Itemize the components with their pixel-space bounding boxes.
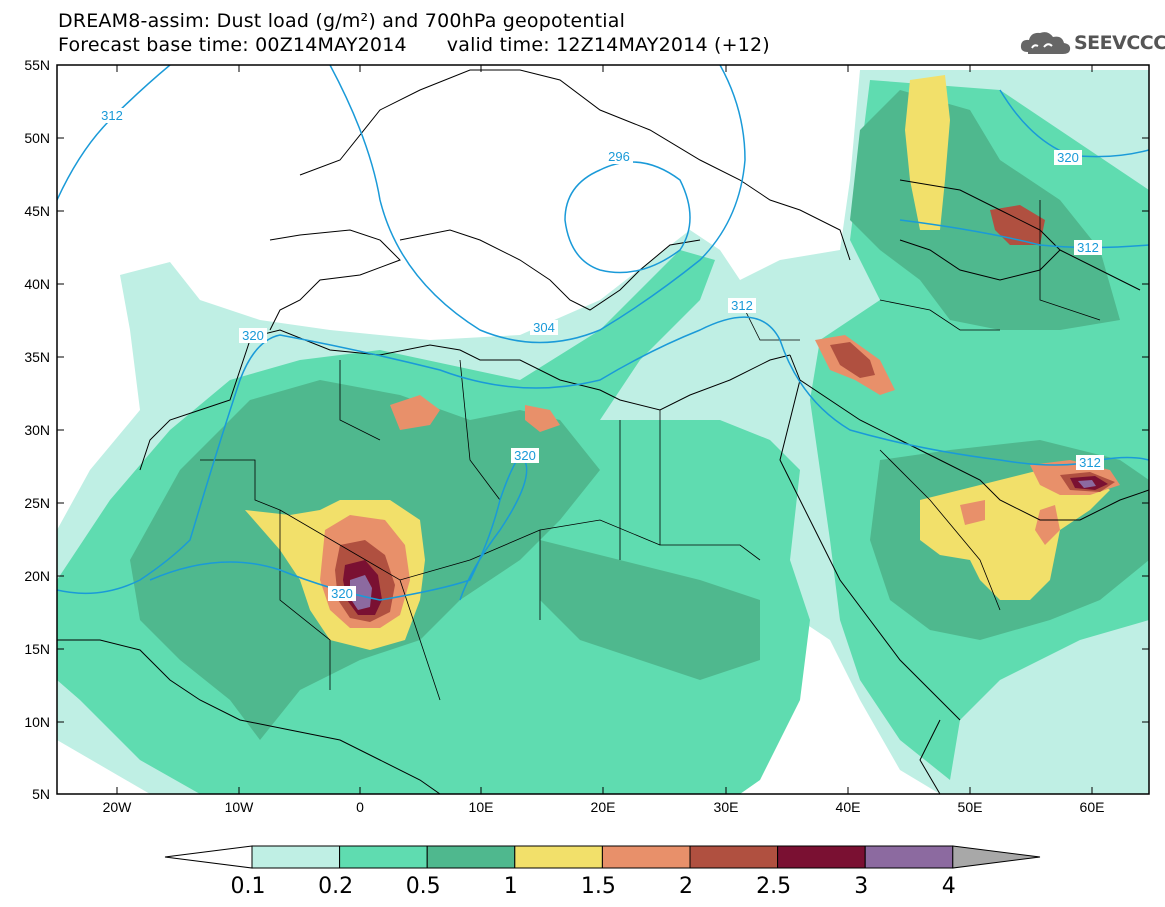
contour-label: 312 <box>1079 455 1101 470</box>
contour-label: 320 <box>331 586 353 601</box>
longitude-labels: 20W 10W 0 10E 20E 30E 40E 50E 60E <box>103 799 1105 815</box>
lat-label: 50N <box>24 130 50 146</box>
contour-label: 312 <box>731 298 753 313</box>
country-borders <box>200 200 1101 701</box>
colorbar-boxes <box>164 845 1041 869</box>
contour-label-bg <box>728 298 756 313</box>
lon-label: 50E <box>958 799 983 815</box>
colorbar-label: 2.5 <box>756 874 791 899</box>
dust-level-yellow-north <box>905 75 950 230</box>
colorbar-box <box>426 845 516 869</box>
seevccc-logo: SEEVCCC <box>1018 26 1165 60</box>
base-time-label: Forecast base time: 00Z14MAY2014 <box>58 34 407 56</box>
contour-label: 312 <box>1077 240 1099 255</box>
colorbar-box <box>601 845 691 869</box>
colorbar-box <box>777 845 866 869</box>
contour-label-bg <box>1054 150 1082 165</box>
colorbar-label: 1 <box>504 874 518 899</box>
colorbar-box <box>864 845 954 869</box>
colorbar-labels: 0.1 0.2 0.5 1 1.5 2 2.5 3 4 <box>231 874 956 899</box>
valid-time-label: valid time: 12Z14MAY2014 (+12) <box>446 34 770 56</box>
dust-level-orange-east <box>390 335 1120 545</box>
contour-label: 304 <box>533 320 555 335</box>
lat-label: 45N <box>24 203 50 219</box>
lat-label: 40N <box>24 276 50 292</box>
lon-label: 20E <box>591 799 616 815</box>
contour-label: 312 <box>101 108 123 123</box>
geopotential-contours <box>57 65 1149 601</box>
lat-label: 30N <box>24 422 50 438</box>
lon-label: 10E <box>469 799 494 815</box>
colorbar-box <box>689 845 779 869</box>
lat-label: 25N <box>24 495 50 511</box>
dust-level-yellow-east <box>920 470 1110 600</box>
contour-label: 320 <box>242 328 264 343</box>
dust-field <box>57 65 1149 794</box>
colorbar-label: 1.5 <box>581 874 616 899</box>
colorbar-over-arrow <box>952 845 1041 869</box>
lon-label: 10W <box>225 799 255 815</box>
latitude-labels: 55N 50N 45N 40N 35N 30N 25N 20N 15N 10N 5N <box>24 57 50 802</box>
lon-label: 0 <box>356 799 364 815</box>
lon-label: 60E <box>1080 799 1105 815</box>
contour-label-bg <box>605 149 633 164</box>
contour-label: 320 <box>1057 150 1079 165</box>
contour-label: 296 <box>608 149 630 164</box>
lat-label: 10N <box>24 714 50 730</box>
lon-label: 40E <box>836 799 861 815</box>
colorbar-label: 3 <box>854 874 868 899</box>
coastlines <box>57 69 1149 794</box>
cloud-icon <box>1020 32 1071 54</box>
contour-label-bg <box>530 320 558 335</box>
colorbar-label: 0.5 <box>406 874 441 899</box>
lon-label: 20W <box>103 799 133 815</box>
lat-label: 35N <box>24 349 50 365</box>
colorbar-box <box>514 845 603 869</box>
map-subtitle: Forecast base time: 00Z14MAY2014 valid ti… <box>58 34 770 56</box>
lon-label: 30E <box>714 799 739 815</box>
lat-label: 20N <box>24 568 50 584</box>
map-title: DREAM8-assim: Dust load (g/m²) and 700hP… <box>58 10 626 32</box>
contour-label-bg <box>1076 455 1104 470</box>
lat-label: 5N <box>32 786 50 802</box>
axis-ticks <box>57 64 1149 795</box>
colorbar-box <box>339 845 428 869</box>
contour-labels: 312 296 320 304 312 320 320 312 312 320 <box>98 108 1104 601</box>
contour-label-bg <box>98 108 126 123</box>
colorbar-label: 0.1 <box>231 874 266 899</box>
logo-text: SEEVCCC <box>1074 32 1165 54</box>
lat-label: 15N <box>24 641 50 657</box>
contour-label-bg <box>511 448 539 463</box>
contour-label: 320 <box>514 448 536 463</box>
contour-label-bg <box>328 586 356 601</box>
colorbar-label: 4 <box>942 874 956 899</box>
colorbar-label: 2 <box>679 874 693 899</box>
contour-label-bg <box>239 328 267 343</box>
colorbar-under-arrow <box>164 845 253 869</box>
contour-label-bg <box>1074 240 1102 255</box>
lat-label: 55N <box>24 57 50 73</box>
dust-level-green-central <box>540 540 760 680</box>
colorbar-box <box>251 845 341 869</box>
colorbar-label: 0.2 <box>318 874 353 899</box>
